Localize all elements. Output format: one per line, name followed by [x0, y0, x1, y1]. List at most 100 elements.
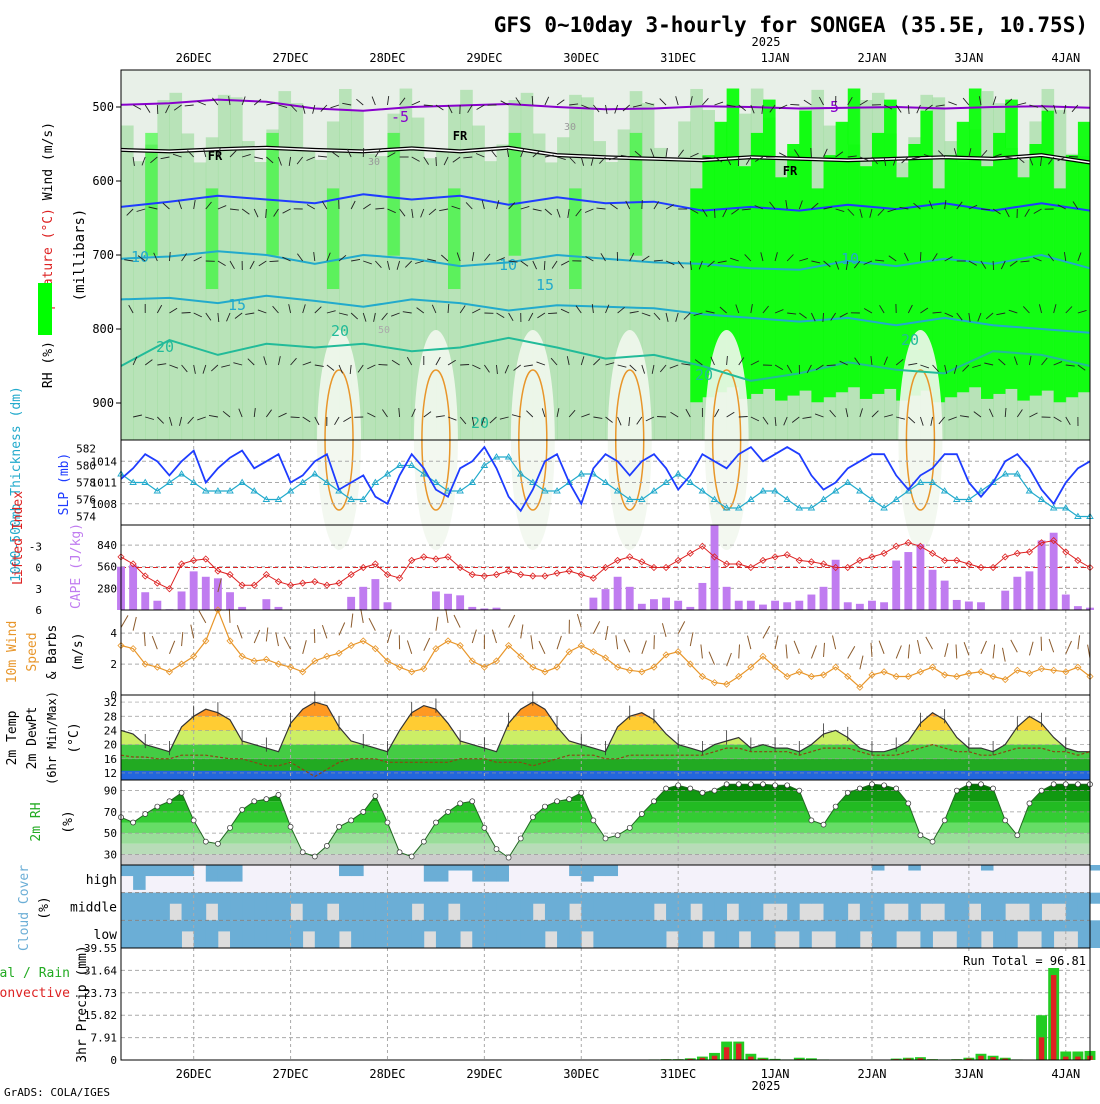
cape-bar — [371, 579, 379, 610]
cloud-cell — [218, 893, 231, 921]
cloud-cell — [642, 893, 655, 921]
cloud-cell — [145, 920, 158, 948]
cloud-cell — [133, 865, 146, 890]
cape-ylabel: CAPE (J/kg) — [69, 523, 84, 609]
rh-shade-high — [630, 133, 643, 256]
cloud-cell — [496, 893, 509, 921]
precip-convective-bar — [1051, 975, 1056, 1060]
cape-bar — [904, 552, 912, 610]
rh-marker — [918, 833, 923, 838]
rh-marker — [542, 804, 547, 809]
rh-shade-high — [448, 188, 461, 289]
cloud-cell — [606, 865, 619, 876]
precip-legend-convective: Convective — [0, 986, 70, 1001]
cape-tick-label: 840 — [97, 539, 117, 552]
top-date-label: 29DEC — [466, 51, 502, 65]
rh-marker — [1051, 782, 1056, 787]
rh-shade-high — [569, 188, 582, 289]
rh-marker — [821, 822, 826, 827]
cloud-cell — [182, 920, 195, 931]
rh-shade — [254, 162, 267, 440]
rh-marker — [712, 788, 717, 793]
cape-bar — [1026, 571, 1034, 610]
temp-tick-label: 16 — [104, 753, 117, 766]
cape-bar — [384, 602, 392, 610]
wind-ylabel-part: 10m Wind — [5, 621, 20, 684]
top-date-label: 3JAN — [954, 51, 983, 65]
rh-marker — [433, 820, 438, 825]
rh-marker — [906, 801, 911, 806]
rh-shade — [278, 91, 291, 440]
cloud-cell — [642, 920, 655, 948]
cloud-cell — [630, 920, 643, 948]
precip-convective-bar — [736, 1044, 741, 1060]
cloud-level-label: low — [94, 928, 118, 943]
cape-bar — [456, 595, 464, 610]
cloud-cell — [157, 920, 170, 948]
bottom-date-label: 2JAN — [858, 1067, 887, 1081]
rh-marker — [1063, 782, 1068, 787]
rh-marker — [179, 790, 184, 795]
top-date-label: 1JAN — [761, 51, 790, 65]
contour-label: 50 — [378, 325, 390, 336]
temp-ylabel-part: (6hr Min/Max) — [45, 691, 59, 785]
temp-tick-label: 20 — [104, 739, 117, 752]
rh-shade-high — [1005, 100, 1018, 389]
cape-bar — [892, 561, 900, 610]
precip-tick-label: 7.91 — [91, 1032, 118, 1045]
cloud-cell — [872, 893, 885, 921]
rh-marker — [664, 786, 669, 791]
rh-marker — [845, 790, 850, 795]
cloud-cell — [157, 893, 170, 921]
cloud-cell — [751, 893, 764, 921]
cloud-cell — [727, 920, 740, 948]
cloud-cell — [133, 893, 146, 921]
bottom-date-label: 30DEC — [563, 1067, 599, 1081]
cloud-cell — [484, 865, 497, 882]
cloud-cell — [569, 920, 582, 948]
cloud-cell — [230, 920, 243, 948]
cloud-cell — [484, 893, 497, 921]
cloud-cell — [654, 893, 667, 904]
cloud-ylabel-sub: (%) — [37, 896, 52, 919]
cloud-cell — [715, 920, 728, 948]
cloud-cell — [230, 865, 243, 882]
cloud-cell — [206, 920, 219, 948]
wind-barb — [548, 313, 557, 314]
cloud-cell — [533, 893, 546, 904]
rh-shade — [291, 103, 304, 440]
rh-marker — [276, 792, 281, 797]
y-tick-label: 500 — [92, 100, 114, 114]
cloud-cell — [1066, 920, 1079, 931]
cape-bar — [711, 525, 719, 610]
cloud-cell — [872, 920, 885, 948]
top-date-label: 2JAN — [858, 51, 887, 65]
rh-marker — [337, 824, 342, 829]
cloud-cell — [182, 893, 195, 921]
li-tick-label: 3 — [35, 583, 42, 596]
temp-tick-label: 24 — [104, 724, 118, 737]
bottom-date-label: 4JAN — [1051, 1067, 1080, 1081]
cloud-cell — [1029, 893, 1042, 921]
rh-shade — [363, 154, 376, 440]
cloud-cell — [375, 893, 388, 921]
rh-marker — [1003, 818, 1008, 823]
rh-marker — [809, 818, 814, 823]
slp-ylabel: SLP (mb) — [57, 453, 72, 516]
rh-marker — [966, 782, 971, 787]
cloud-cell — [387, 920, 400, 948]
profile-ylabel: RH (%) Temperature (°C) Wind (m/s) — [41, 122, 56, 388]
top-year-label: 2025 — [752, 35, 781, 49]
rh-shade — [182, 133, 195, 440]
rh-marker — [555, 799, 560, 804]
cloud-cell — [242, 893, 255, 921]
cloud-cell — [472, 865, 485, 882]
rh-shade-high — [775, 177, 788, 400]
rh-shade-high — [884, 100, 897, 389]
rh-tick-label: 30 — [104, 848, 117, 861]
cloud-cell — [1029, 920, 1042, 931]
cloud-cell — [824, 893, 837, 921]
cloud-cell — [1005, 893, 1018, 904]
rh-marker — [603, 836, 608, 841]
rh-marker — [397, 850, 402, 855]
